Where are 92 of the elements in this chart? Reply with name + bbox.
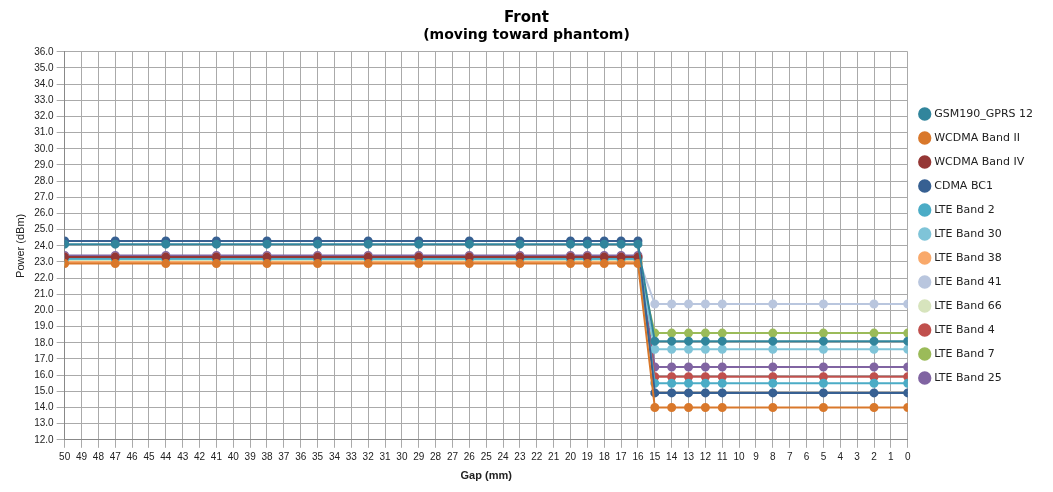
y-tick-label: 33.0 xyxy=(34,94,55,106)
x-axis-title: Gap (mm) xyxy=(460,469,513,482)
y-tick-label: 14.0 xyxy=(34,401,55,413)
x-tick-label: 18 xyxy=(598,450,611,462)
x-tick-label: 43 xyxy=(177,450,189,462)
legend-label: LTE Band 38 xyxy=(934,250,1002,264)
y-tick-label: 24.0 xyxy=(34,239,55,251)
y-tick-label: 35.0 xyxy=(34,61,55,73)
y-tick-label: 18.0 xyxy=(34,336,55,348)
x-tick-label: 14 xyxy=(666,450,678,462)
legend-label: LTE Band 41 xyxy=(934,274,1002,288)
x-tick-label: 25 xyxy=(480,450,493,462)
x-tick-label: 38 xyxy=(261,450,273,462)
x-tick-label: 42 xyxy=(193,450,206,462)
x-tick-label: 4 xyxy=(837,450,844,462)
x-tick-label: 26 xyxy=(463,450,476,462)
x-tick-label: 24 xyxy=(497,450,510,462)
x-tick-label: 22 xyxy=(531,450,543,462)
y-tick-label: 17.0 xyxy=(34,352,55,364)
legend-label: LTE Band 4 xyxy=(934,322,995,336)
x-tick-label: 5 xyxy=(820,450,827,462)
x-tick-label: 20 xyxy=(564,450,577,462)
x-tick-label: 40 xyxy=(227,450,240,462)
legend-label: WCDMA Band II xyxy=(934,130,1020,144)
x-tick-label: 49 xyxy=(75,450,88,462)
x-tick-label: 37 xyxy=(278,450,290,462)
y-tick-label: 34.0 xyxy=(34,77,55,89)
x-tick-label: 47 xyxy=(109,450,122,462)
x-tick-label: 45 xyxy=(143,450,155,462)
y-tick-label: 36.0 xyxy=(34,45,55,57)
x-tick-label: 1 xyxy=(888,450,895,462)
x-tick-label: 30 xyxy=(396,450,408,462)
x-tick-label: 46 xyxy=(126,450,139,462)
x-tick-label: 16 xyxy=(632,450,644,462)
x-tick-label: 11 xyxy=(717,450,728,462)
x-tick-label: 21 xyxy=(548,450,560,462)
x-tick-label: 10 xyxy=(733,450,746,462)
x-tick-label: 32 xyxy=(362,450,375,462)
x-tick-label: 50 xyxy=(59,450,71,462)
y-tick-label: 29.0 xyxy=(34,158,55,170)
x-tick-label: 3 xyxy=(854,450,861,462)
y-tick-label: 23.0 xyxy=(34,255,55,267)
x-tick-label: 27 xyxy=(446,450,459,462)
x-tick-label: 23 xyxy=(514,450,526,462)
legend-label: LTE Band 25 xyxy=(934,370,1002,384)
x-tick-label: 48 xyxy=(92,450,105,462)
x-tick-label: 2 xyxy=(871,450,878,462)
y-tick-label: 31.0 xyxy=(34,126,55,138)
legend-label: GSM190_GPRS 12 xyxy=(934,106,1034,120)
y-tick-label: 16.0 xyxy=(34,368,55,380)
x-tick-label: 35 xyxy=(312,450,324,462)
x-tick-label: 6 xyxy=(803,450,810,462)
y-tick-label: 20.0 xyxy=(34,304,55,316)
x-tick-label: 44 xyxy=(160,450,172,462)
chart-title: Front xyxy=(504,7,549,26)
x-tick-label: 39 xyxy=(244,450,257,462)
y-tick-label: 15.0 xyxy=(34,385,55,397)
y-tick-label: 21.0 xyxy=(34,288,55,300)
x-tick-label: 9 xyxy=(753,450,760,462)
y-tick-label: 26.0 xyxy=(34,207,55,219)
legend-label: LTE Band 7 xyxy=(934,346,995,360)
y-tick-label: 13.0 xyxy=(34,417,55,429)
x-tick-label: 12 xyxy=(699,450,712,462)
legend-label: LTE Band 2 xyxy=(934,202,995,216)
y-tick-label: 32.0 xyxy=(34,110,55,122)
legend-label: WCDMA Band IV xyxy=(934,154,1025,168)
x-tick-label: 36 xyxy=(295,450,307,462)
x-tick-label: 19 xyxy=(581,450,594,462)
x-tick-label: 13 xyxy=(682,450,695,462)
x-tick-label: 7 xyxy=(786,450,793,462)
legend-label: LTE Band 66 xyxy=(934,298,1002,312)
y-tick-label: 22.0 xyxy=(34,271,55,283)
x-tick-label: 34 xyxy=(328,450,341,462)
chart-subtitle: (moving toward phantom) xyxy=(423,26,630,43)
x-tick-label: 8 xyxy=(770,450,777,462)
x-tick-label: 29 xyxy=(413,450,425,462)
x-tick-label: 41 xyxy=(210,450,223,462)
y-tick-label: 25.0 xyxy=(34,223,55,235)
x-tick-label: 15 xyxy=(649,450,661,462)
y-tick-label: 30.0 xyxy=(34,142,55,154)
x-tick-label: 33 xyxy=(345,450,358,462)
legend-label: CDMA BC1 xyxy=(934,178,993,192)
x-tick-label: 31 xyxy=(379,450,392,462)
y-tick-label: 28.0 xyxy=(34,174,55,186)
y-tick-label: 27.0 xyxy=(34,191,55,203)
x-tick-label: 0 xyxy=(904,450,911,462)
y-axis-title: Power (dBm) xyxy=(13,213,26,278)
x-tick-label: 17 xyxy=(615,450,628,462)
x-tick-label: 28 xyxy=(430,450,442,462)
legend-label: LTE Band 30 xyxy=(934,226,1002,240)
y-tick-label: 12.0 xyxy=(34,433,55,445)
y-tick-label: 19.0 xyxy=(34,320,55,332)
